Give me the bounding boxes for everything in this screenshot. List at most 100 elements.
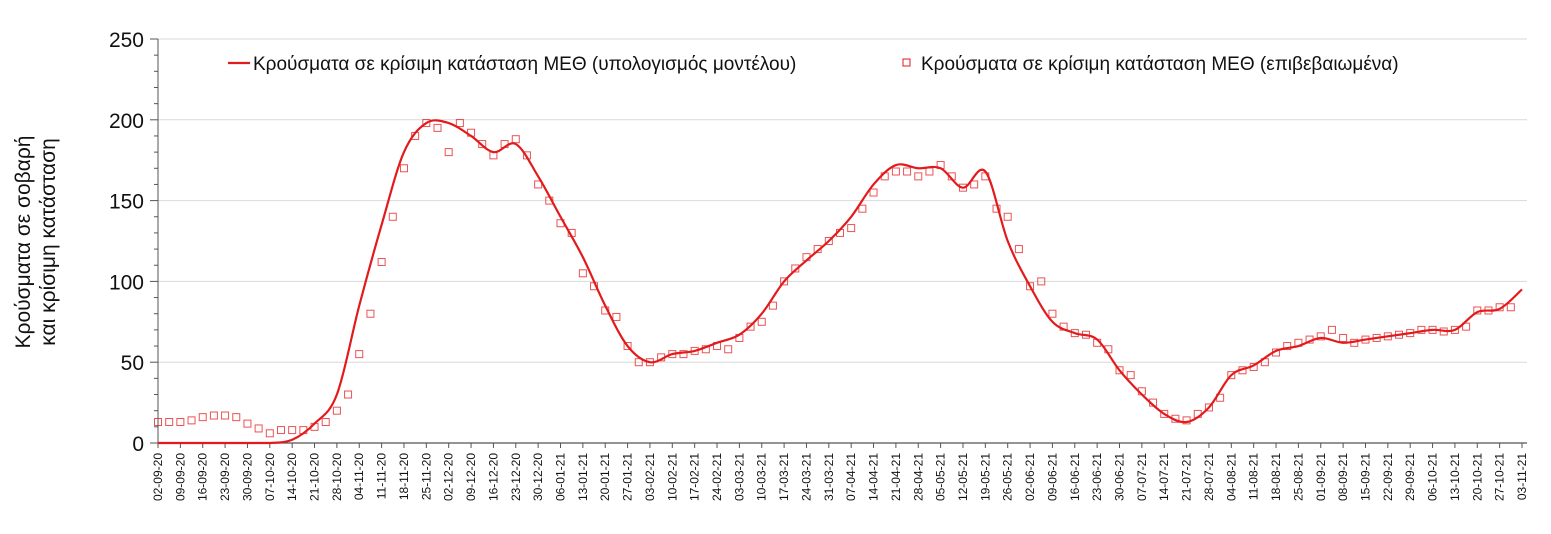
confirmed-data-point bbox=[355, 350, 364, 359]
y-tick-label: 150 bbox=[109, 191, 144, 214]
legend-square-swatch bbox=[902, 58, 911, 67]
confirmed-data-point bbox=[724, 345, 733, 354]
x-tick-label: 25-08-21 bbox=[1291, 453, 1305, 501]
y-tick-label: 50 bbox=[121, 352, 144, 375]
y-axis-label-line-2: και κρίσιμη κατάσταση bbox=[37, 138, 60, 346]
x-tick-label: 17-03-21 bbox=[777, 453, 791, 501]
gridlines bbox=[158, 38, 1527, 363]
confirmed-data-point bbox=[265, 429, 274, 438]
confirmed-data-point bbox=[444, 148, 453, 157]
x-tick-label: 11-08-21 bbox=[1247, 453, 1261, 500]
x-tick-label: 02-09-20 bbox=[151, 453, 165, 501]
x-tick-label: 13-01-21 bbox=[576, 453, 590, 501]
confirmed-data-point bbox=[925, 167, 934, 176]
y-axis: 0 50 100 150 200 250 bbox=[109, 29, 159, 456]
model-series-line bbox=[158, 119, 1523, 445]
x-tick-label: 11-11-20 bbox=[375, 453, 389, 500]
x-tick-label: 07-07-21 bbox=[1135, 453, 1149, 501]
x-tick-label: 10-02-21 bbox=[665, 453, 679, 501]
x-axis: 02-09-20 09-09-20 16-09-20 23-09-20 30-09-20… bbox=[151, 442, 1529, 501]
x-tick-label: 13-10-21 bbox=[1448, 453, 1462, 501]
x-tick-label: 15-09-21 bbox=[1358, 453, 1372, 501]
confirmed-data-point bbox=[623, 342, 632, 351]
confirmed-data-point bbox=[679, 350, 688, 359]
x-tick-label: 18-08-21 bbox=[1269, 453, 1283, 501]
x-tick-label: 23-06-21 bbox=[1090, 453, 1104, 501]
confirmed-data-point bbox=[612, 312, 621, 321]
confirmed-data-point bbox=[511, 135, 520, 144]
x-tick-label: 27-01-21 bbox=[621, 453, 635, 501]
x-tick-label: 23-12-20 bbox=[509, 453, 523, 501]
x-tick-label: 03-03-21 bbox=[732, 453, 746, 501]
x-tick-label: 29-09-21 bbox=[1403, 453, 1417, 501]
confirmed-data-point bbox=[891, 167, 900, 176]
confirmed-data-point bbox=[366, 309, 375, 318]
confirmed-data-point bbox=[332, 406, 341, 415]
confirmed-data-point bbox=[221, 411, 230, 420]
confirmed-data-point bbox=[768, 301, 777, 310]
x-tick-label: 21-10-20 bbox=[308, 453, 322, 501]
x-tick-label: 21-04-21 bbox=[889, 453, 903, 501]
confirmed-data-point bbox=[377, 258, 386, 267]
confirmed-data-point bbox=[165, 417, 174, 426]
confirmed-data-point bbox=[276, 426, 285, 435]
x-tick-label: 05-05-21 bbox=[934, 453, 948, 501]
x-tick-label: 14-04-21 bbox=[867, 453, 881, 501]
x-tick-label: 08-09-21 bbox=[1336, 453, 1350, 501]
x-tick-label: 10-03-21 bbox=[755, 453, 769, 501]
confirmed-data-point bbox=[198, 413, 207, 422]
y-tick-label: 0 bbox=[132, 433, 144, 456]
confirmed-data-point bbox=[1014, 245, 1023, 254]
confirmed-data-point bbox=[1204, 403, 1213, 412]
x-tick-label: 12-05-21 bbox=[956, 453, 970, 501]
confirmed-data-point bbox=[422, 119, 431, 128]
confirmed-data-point bbox=[1316, 332, 1325, 341]
y-tick-label: 100 bbox=[109, 271, 144, 294]
x-tick-label: 22-09-21 bbox=[1381, 453, 1395, 501]
confirmed-data-point bbox=[1327, 325, 1336, 334]
y-tick-label: 200 bbox=[109, 110, 144, 133]
confirmed-data-point bbox=[780, 277, 789, 286]
confirmed-data-point bbox=[288, 426, 297, 435]
confirmed-data-point bbox=[746, 322, 755, 331]
x-tick-label: 24-03-21 bbox=[799, 453, 813, 501]
legend: Κρούσματα σε κρίσιμη κατάσταση ΜΕΘ (υπολ… bbox=[228, 54, 1399, 75]
confirmed-data-point bbox=[254, 424, 263, 433]
x-tick-label: 20-01-21 bbox=[598, 453, 612, 501]
confirmed-data-point bbox=[914, 172, 923, 181]
confirmed-data-point bbox=[388, 212, 397, 221]
y-axis-label: Κρούσματα σε σοβαρή και κρίσιμη κατάστασ… bbox=[12, 136, 60, 349]
confirmed-data-point bbox=[243, 419, 252, 428]
x-tick-label: 14-07-21 bbox=[1157, 453, 1171, 501]
confirmed-data-point bbox=[1283, 342, 1292, 351]
confirmed-data-point bbox=[154, 417, 162, 426]
confirmed-data-point bbox=[187, 416, 196, 425]
x-tick-label: 06-10-21 bbox=[1426, 453, 1440, 501]
x-tick-label: 06-01-21 bbox=[553, 453, 567, 501]
x-tick-label: 27-10-21 bbox=[1493, 453, 1507, 501]
x-tick-label: 14-10-20 bbox=[285, 453, 299, 501]
confirmed-data-point bbox=[344, 390, 353, 399]
confirmed-data-point bbox=[232, 413, 241, 422]
x-tick-label: 18-11-20 bbox=[397, 453, 411, 500]
x-tick-label: 19-05-21 bbox=[978, 453, 992, 501]
x-tick-label: 20-10-21 bbox=[1470, 453, 1484, 501]
x-tick-label: 28-04-21 bbox=[911, 453, 925, 501]
x-tick-label: 04-11-20 bbox=[352, 453, 366, 500]
x-tick-label: 02-06-21 bbox=[1023, 453, 1037, 501]
confirmed-data-point bbox=[1026, 282, 1035, 291]
x-tick-label: 30-12-20 bbox=[531, 453, 545, 501]
confirmed-data-point bbox=[433, 123, 442, 132]
confirmed-data-point bbox=[1003, 212, 1012, 221]
confirmed-data-point bbox=[321, 417, 330, 426]
confirmed-data-point bbox=[478, 140, 487, 149]
x-tick-label: 30-06-21 bbox=[1113, 453, 1127, 501]
confirmed-data-point bbox=[1506, 303, 1515, 312]
x-tick-label: 09-06-21 bbox=[1045, 453, 1059, 501]
x-tick-label: 16-12-20 bbox=[486, 453, 500, 501]
x-tick-label: 30-09-20 bbox=[240, 453, 254, 501]
x-tick-label: 07-04-21 bbox=[844, 453, 858, 501]
x-tick-label: 07-10-20 bbox=[263, 453, 277, 501]
x-tick-label: 26-05-21 bbox=[1001, 453, 1015, 501]
